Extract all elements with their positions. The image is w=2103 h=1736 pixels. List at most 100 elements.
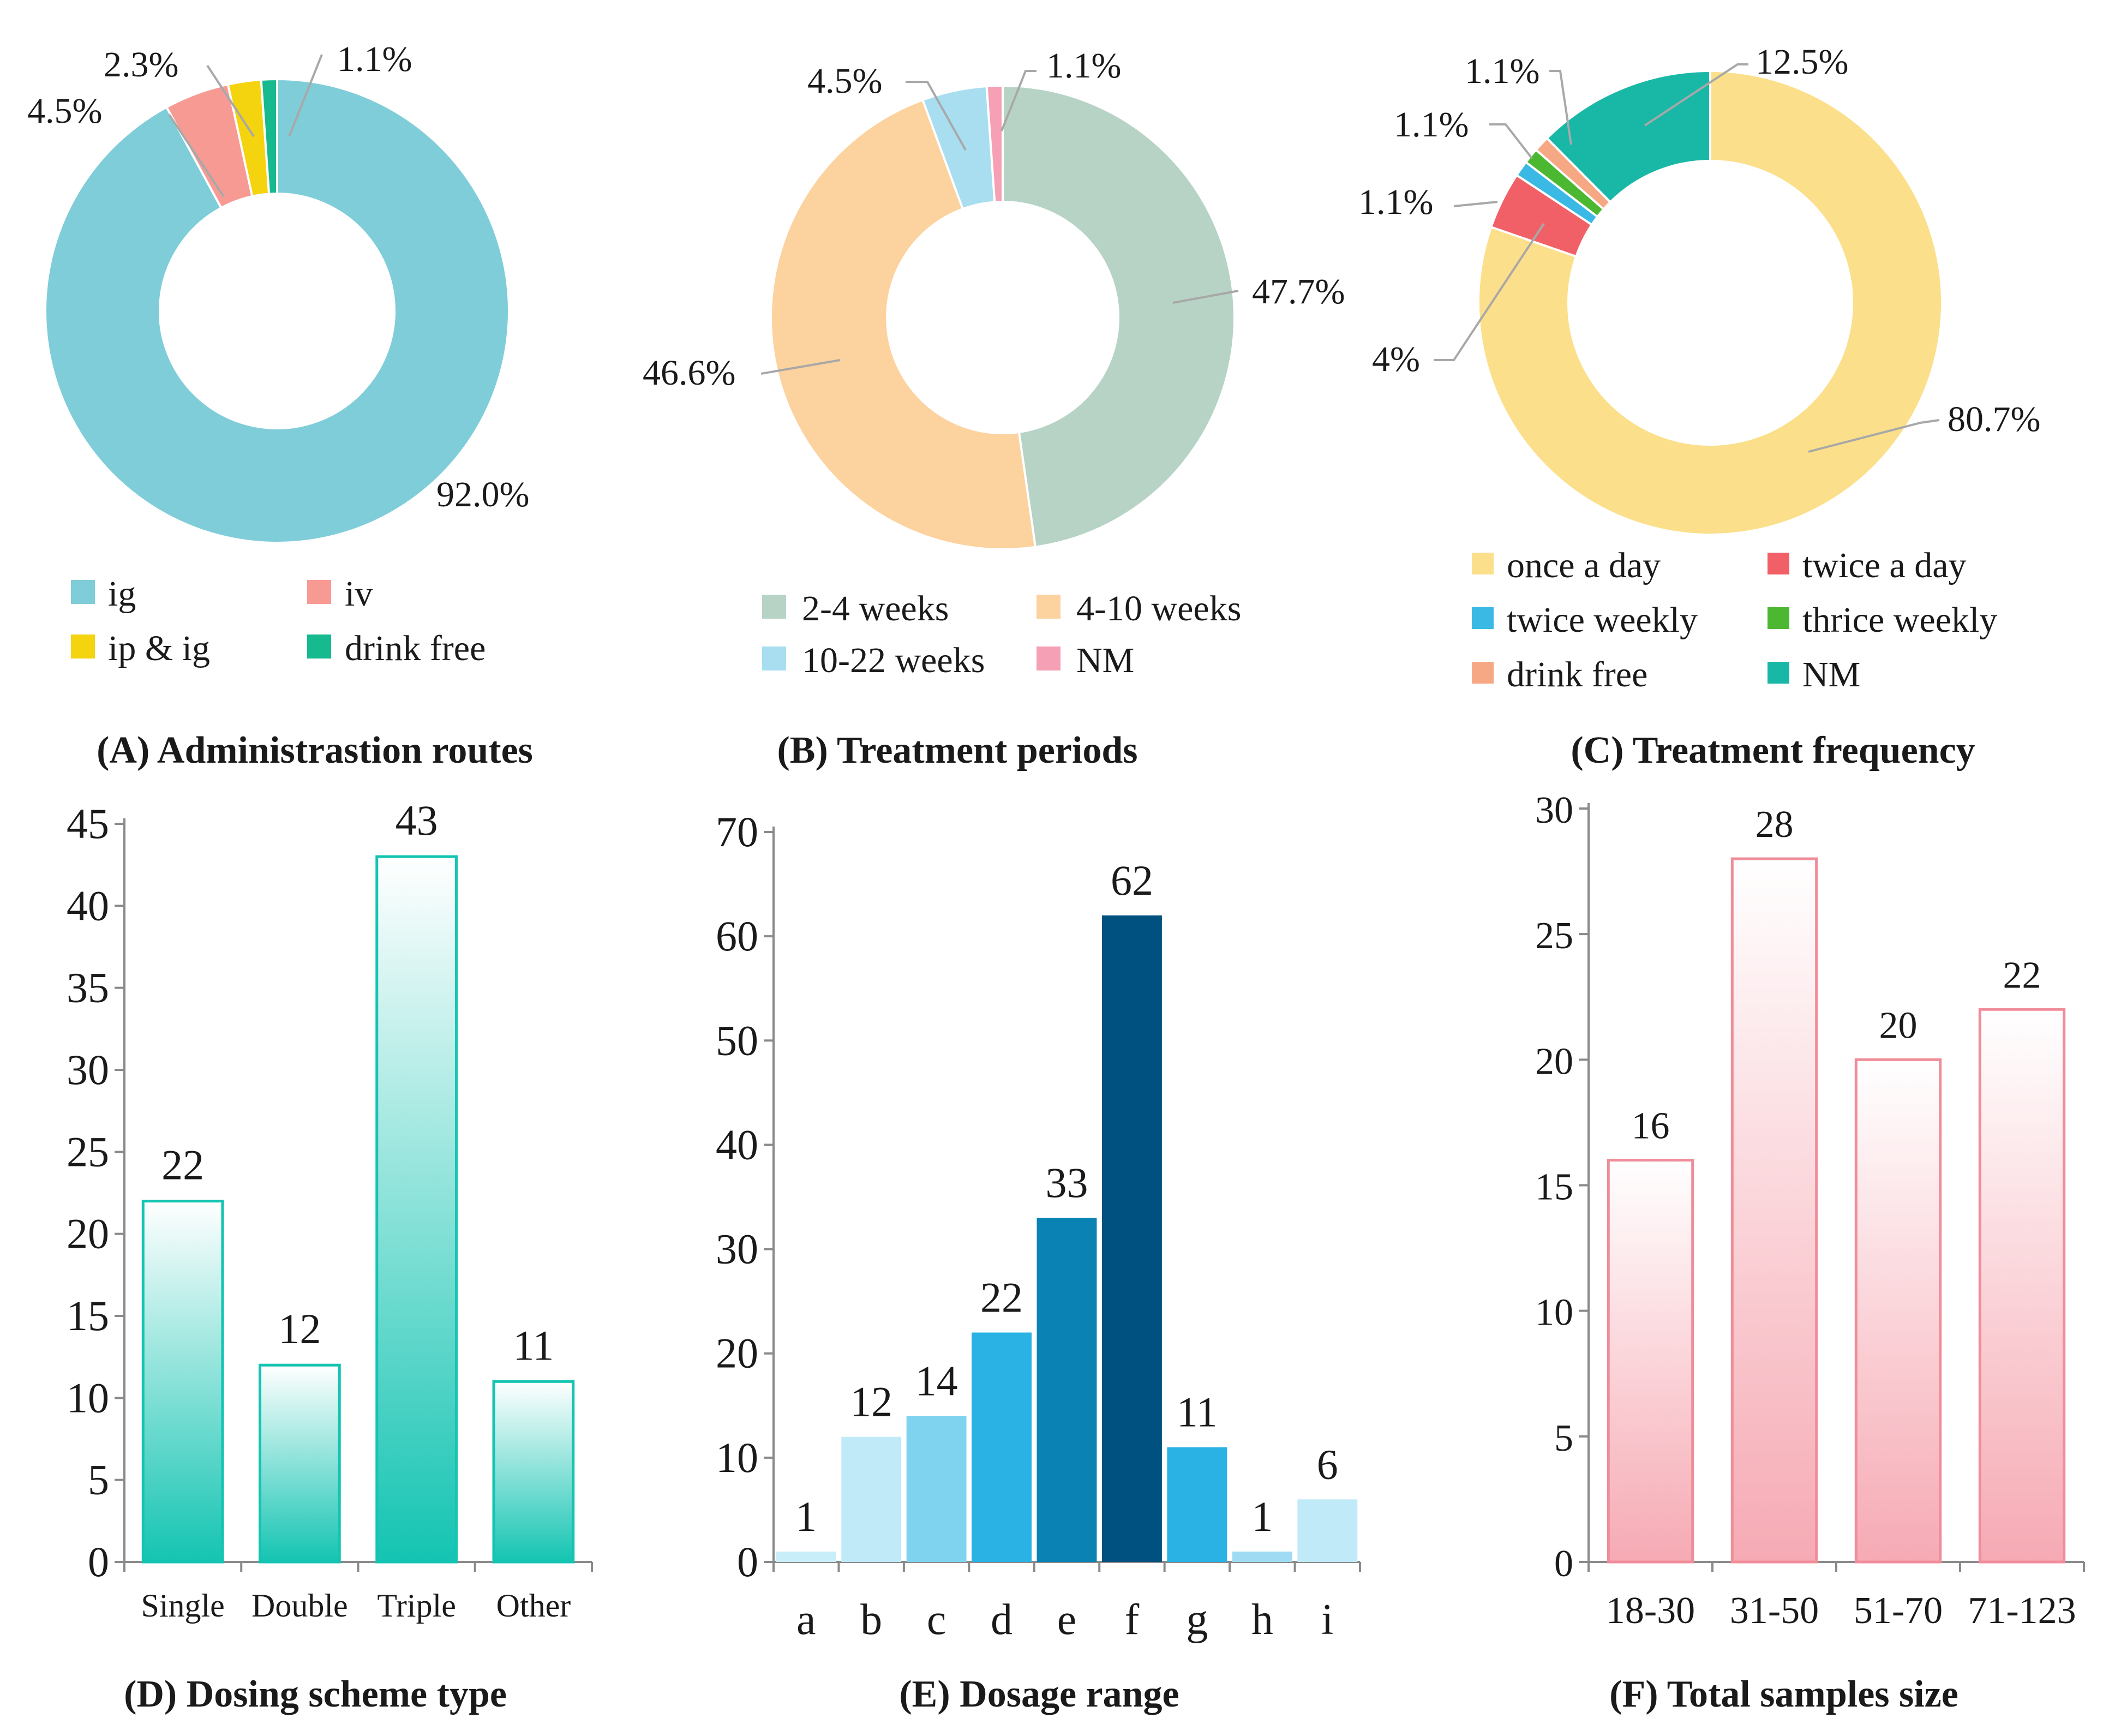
panel-d: 0 5 10 15 20 25 30 35 40 45 22 Single 12 Double 43 Trip…	[67, 797, 593, 1715]
bar-e-e	[1036, 1218, 1097, 1562]
legend-label-4-10-weeks: 4-10 weeks	[1076, 589, 1241, 628]
value-label-e-h: 1	[1251, 1493, 1273, 1540]
y-tick-label-d-10: 10	[67, 1374, 109, 1421]
legend-label-iv: iv	[345, 574, 373, 614]
y-tick-label-d-45: 45	[67, 800, 109, 847]
y-tick-label-d-40: 40	[67, 882, 109, 929]
slice-b-2-4-weeks-0	[1002, 84, 1236, 549]
caption-a: (A) Administrastion routes	[97, 729, 533, 771]
caption-e: (E) Dosage range	[899, 1673, 1179, 1715]
caption-f: (F) Total samples size	[1609, 1673, 1958, 1715]
caption-b: (B) Treatment periods	[777, 729, 1137, 771]
category-label-d-double: Double	[251, 1588, 348, 1624]
y-tick-label-f-5: 5	[1554, 1417, 1573, 1459]
bar-e-d	[972, 1332, 1032, 1562]
legend-swatch-nm-c	[1768, 662, 1789, 684]
donut-chart-b	[770, 84, 1236, 550]
category-label-e-c: c	[927, 1596, 946, 1644]
legend-label-nm-b: NM	[1076, 640, 1134, 680]
legend-swatch-twice-weekly	[1472, 607, 1494, 629]
callouts-a: 4.5% 2.3% 1.1% 92.0%	[27, 39, 529, 514]
legend-swatch-thrice-weekly	[1768, 607, 1789, 629]
legend-swatch-4-10-weeks	[1036, 595, 1061, 619]
legend-swatch-once-a-day	[1472, 553, 1494, 574]
legend-swatch-iv	[307, 580, 331, 604]
value-label-e-f: 62	[1111, 857, 1153, 904]
slice-label-drink-free: 1.1%	[337, 39, 412, 79]
y-tick-label-d-0: 0	[88, 1538, 109, 1585]
bar-e-a	[776, 1551, 836, 1562]
slice-b-4-10-weeks-1	[770, 98, 1037, 550]
y-tick-label-f-30: 30	[1535, 789, 1573, 831]
y-tick-label-e-70: 70	[716, 808, 758, 855]
slice-a-ig-0	[44, 77, 510, 544]
y-tick-label-f-0: 0	[1554, 1543, 1573, 1585]
category-label-f-51-70: 51-70	[1854, 1590, 1943, 1632]
legend-swatch-nm-b	[1036, 646, 1061, 671]
bar-d-single	[141, 1200, 224, 1564]
y-tick-label-d-20: 20	[67, 1210, 109, 1258]
caption-d: (D) Dosing scheme type	[124, 1673, 507, 1715]
legend-swatch-10-22-weeks	[762, 646, 786, 671]
legend-label-2-4-weeks: 2-4 weeks	[802, 589, 949, 628]
bar-e-g	[1167, 1447, 1227, 1562]
value-label-e-e: 33	[1046, 1159, 1088, 1206]
legend-label-twice-a-day: twice a day	[1802, 546, 1967, 585]
value-label-d-single: 22	[161, 1141, 204, 1189]
category-label-d-other: Other	[496, 1588, 571, 1624]
value-label-e-d: 22	[980, 1273, 1023, 1321]
value-label-e-i: 6	[1317, 1440, 1338, 1488]
legend-label-nm-c: NM	[1802, 655, 1860, 695]
category-label-e-h: h	[1251, 1596, 1273, 1644]
bar-f-31-50	[1730, 857, 1818, 1564]
value-label-e-g: 11	[1177, 1388, 1218, 1436]
y-tick-label-e-0: 0	[737, 1538, 758, 1585]
legend-label-ip-ig: ip & ig	[108, 628, 210, 668]
slice-label-4-10-weeks: 46.6%	[643, 353, 735, 393]
y-tick-label-d-25: 25	[67, 1128, 109, 1175]
y-tick-label-d-5: 5	[88, 1456, 109, 1504]
bar-d-triple	[375, 855, 458, 1564]
panel-e: 0102030405060701a12b14c22d33e62f11g1h6i …	[716, 808, 1361, 1715]
slice-label-drink-free-c: 1.1%	[1465, 51, 1539, 91]
y-tick-label-f-20: 20	[1535, 1040, 1573, 1082]
legend-swatch-twice-a-day	[1768, 553, 1789, 574]
donut-chart-c	[1477, 69, 1944, 536]
bar-chart-e: 0 10 20 30 40 50 60 70 1 a 12 b 14 c 22 d 33 e 62 f 11 g 1 h 6 i	[716, 808, 1361, 1644]
slice-label-ip-ig: 2.3%	[104, 45, 178, 85]
value-label-e-b: 12	[850, 1378, 892, 1426]
y-tick-label-f-25: 25	[1535, 915, 1573, 957]
slice-label-thrice-weekly: 1.1%	[1394, 105, 1469, 145]
category-label-d-triple: Triple	[377, 1588, 456, 1624]
slice-label-iv: 4.5%	[27, 91, 102, 131]
bar-e-c	[906, 1416, 967, 1562]
legend-label-ig: ig	[108, 574, 136, 614]
legend-label-drink-free-c: drink free	[1507, 655, 1647, 695]
category-label-f-18-30: 18-30	[1606, 1590, 1695, 1632]
y-tick-label-d-15: 15	[67, 1292, 109, 1339]
legend-swatch-drink-free	[307, 634, 331, 659]
slice-label-once-a-day: 80.7%	[1948, 399, 2040, 439]
bar-e-i	[1297, 1499, 1358, 1562]
y-tick-label-f-10: 10	[1535, 1292, 1573, 1334]
legend-a: ig iv ip & ig drink free	[71, 574, 486, 668]
slice-c-nm-5	[1545, 69, 1711, 204]
category-label-e-b: b	[860, 1596, 882, 1644]
bar-e-h	[1232, 1551, 1292, 1562]
panel-c: 1.1% 1.1% 1.1% 4% 12.5% 80.7% once a day…	[1358, 42, 2040, 771]
legend-swatch-ig	[71, 580, 95, 604]
value-label-e-c: 14	[915, 1357, 958, 1404]
category-label-e-g: g	[1186, 1596, 1208, 1644]
y-tick-label-d-30: 30	[67, 1046, 109, 1093]
category-label-e-d: d	[991, 1596, 1012, 1644]
y-tick-label-f-15: 15	[1535, 1166, 1573, 1208]
value-label-f-51-70: 20	[1879, 1004, 1918, 1046]
legend-label-drink-free: drink free	[345, 628, 486, 668]
value-label-d-double: 12	[278, 1305, 321, 1352]
caption-c: (C) Treatment frequency	[1571, 729, 1975, 771]
category-label-e-a: a	[796, 1596, 816, 1644]
legend-label-10-22-weeks: 10-22 weeks	[802, 640, 985, 680]
slice-label-twice-a-day: 4%	[1372, 339, 1420, 379]
value-label-e-a: 1	[795, 1493, 817, 1540]
bar-e-f	[1102, 915, 1162, 1562]
